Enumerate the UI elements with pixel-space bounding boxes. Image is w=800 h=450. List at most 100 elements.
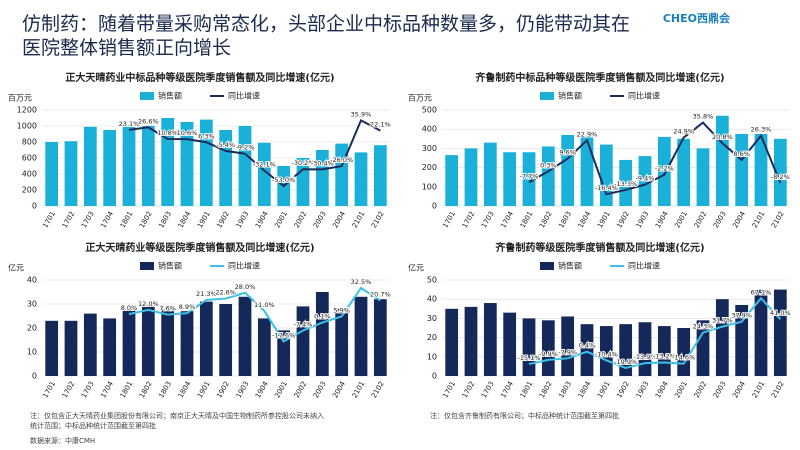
bar — [580, 324, 594, 376]
bar — [64, 320, 78, 376]
bar — [696, 320, 710, 376]
bar — [657, 136, 671, 206]
data-label: -7.4% — [294, 321, 313, 329]
data-label: 26.3% — [751, 126, 772, 134]
x-tick-label: 1701 — [41, 380, 57, 399]
bar — [45, 142, 59, 206]
y-tick-label: 1200 — [17, 106, 37, 115]
y-tick-label: 800 — [22, 138, 37, 147]
data-label: 6.3% — [198, 132, 215, 140]
bar — [754, 289, 768, 376]
data-label: 21.3% — [196, 290, 217, 298]
y-tick-label: 0 — [32, 372, 37, 381]
y-tick-label: 50 — [427, 276, 437, 285]
x-tick-label: 2102 — [370, 380, 386, 399]
x-tick-label: 2002 — [293, 380, 309, 399]
data-label: 23.1% — [119, 120, 140, 128]
bar — [83, 313, 97, 376]
bar — [715, 299, 729, 376]
bar — [83, 126, 97, 206]
bar — [599, 144, 613, 206]
data-label: -53.0% — [272, 176, 295, 184]
x-tick-label: 1904 — [654, 380, 670, 400]
bar — [219, 304, 233, 376]
data-label: -7.9% — [558, 348, 577, 356]
x-tick-label: 1703 — [80, 210, 96, 229]
data-label: -19.9% — [614, 358, 637, 366]
x-tick-label: 1704 — [499, 210, 515, 230]
data-label: -26.0% — [330, 156, 353, 164]
bar — [773, 289, 787, 376]
x-tick-label: 1701 — [441, 380, 457, 399]
bar — [257, 318, 271, 376]
y-tick-label: 40 — [27, 276, 37, 285]
bar — [257, 142, 271, 206]
y-tick-label: 0 — [432, 202, 437, 211]
x-tick-label: 1901 — [596, 380, 612, 399]
line — [128, 119, 381, 188]
x-tick-label: 1702 — [461, 210, 477, 229]
data-label: -13.9% — [634, 353, 657, 361]
bar — [483, 142, 497, 206]
line — [528, 121, 782, 196]
data-label: -17.6% — [272, 331, 295, 339]
data-label: -2.2% — [655, 165, 674, 173]
x-tick-label: 1903 — [235, 210, 251, 229]
x-tick-label: 2003 — [712, 210, 728, 229]
data-label: 24.3% — [693, 323, 714, 331]
x-tick-label: 1803 — [157, 210, 173, 229]
data-label: -13.2% — [653, 353, 676, 361]
data-label: 22.1% — [370, 121, 391, 129]
chart-title: 齐鲁制药中标品种等级医院季度销售额及同比增速(亿元) — [475, 71, 724, 84]
bar — [199, 301, 213, 376]
x-tick-label: 2003 — [312, 210, 328, 229]
bar — [141, 126, 155, 206]
x-tick-label: 1702 — [61, 210, 77, 229]
y-tick-label: 500 — [422, 106, 437, 115]
bar — [180, 311, 194, 376]
y-tick-label: 200 — [22, 186, 37, 195]
y-tick-label: 20 — [427, 333, 437, 342]
data-label: -16.4% — [595, 184, 618, 192]
x-tick-label: 1903 — [635, 380, 651, 399]
x-tick-label: 2002 — [693, 210, 709, 229]
y-tick-label: 30 — [427, 314, 437, 323]
data-label: 24.9% — [673, 128, 694, 136]
bar — [335, 308, 349, 376]
bar — [561, 316, 575, 376]
data-label: 67.1% — [751, 288, 772, 296]
y-tick-label: 1000 — [17, 122, 37, 131]
x-tick-label: 1702 — [461, 380, 477, 399]
bar — [64, 141, 78, 206]
x-tick-label: 2003 — [712, 380, 728, 399]
y-tick-label: 30 — [27, 300, 37, 309]
y-tick-label: 300 — [422, 144, 437, 153]
y-tick-label: 100 — [422, 182, 437, 191]
bar — [619, 159, 633, 206]
legend-label: 销售额 — [158, 261, 182, 271]
x-tick-label: 2004 — [731, 210, 747, 230]
bar — [580, 134, 594, 206]
legend-swatch — [140, 92, 154, 100]
legend-label: 销售额 — [558, 91, 582, 101]
bar — [541, 146, 555, 206]
x-tick-label: 1804 — [577, 380, 593, 400]
data-label: 7.6% — [159, 305, 176, 313]
bar — [657, 326, 671, 376]
x-tick-label: 1704 — [99, 380, 115, 400]
data-label: 20.7% — [370, 291, 391, 299]
x-tick-label: 1904 — [254, 210, 270, 230]
y-tick-label: 10 — [27, 348, 37, 357]
bar — [103, 130, 117, 206]
data-label: 41.0% — [770, 309, 791, 317]
x-tick-label: 2004 — [731, 380, 747, 400]
x-tick-label: 2102 — [370, 210, 386, 229]
data-label: 22.9% — [577, 130, 598, 138]
legend-label: 同比增速 — [628, 261, 660, 271]
bar — [45, 320, 59, 376]
bar — [277, 330, 291, 376]
x-tick-label: 2101 — [751, 380, 767, 399]
bar — [445, 308, 459, 376]
bar — [638, 156, 652, 206]
